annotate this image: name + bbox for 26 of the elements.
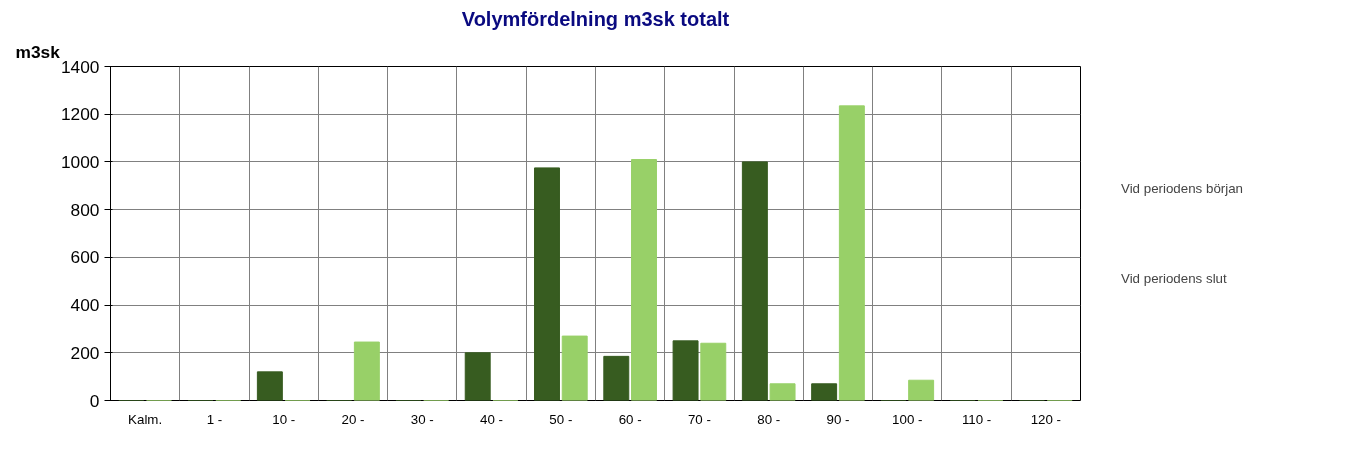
x-tick-label: 110 - — [961, 411, 992, 427]
x-tick-label: 120 - — [1030, 411, 1062, 427]
text: Vid periodens början — [1121, 180, 1244, 196]
chart-title: Volymfördelning m3sk totalt — [461, 7, 730, 30]
y-tick-label: 1200 — [60, 104, 100, 125]
x-tick-label: 60 - — [618, 411, 642, 427]
x-tick-label: 80 - — [757, 411, 781, 427]
y-axis-title: m3sk — [15, 41, 61, 62]
x-tick-label: 50 - — [549, 411, 573, 427]
y-tick-label: 600 — [70, 247, 100, 268]
y-tick-label: 200 — [70, 342, 100, 363]
y-tick-label: 800 — [70, 199, 100, 220]
text: Vid periodens slut — [1121, 270, 1227, 286]
x-tick-label: 70 - — [687, 411, 711, 427]
y-tick-label: 1000 — [60, 151, 100, 172]
x-tick-label: 90 - — [826, 411, 850, 427]
x-tick-label: 10 - — [272, 411, 296, 427]
x-tick-label: 1 - — [206, 411, 223, 427]
y-tick-label: 1400 — [60, 56, 100, 77]
y-tick-label: 400 — [70, 295, 100, 316]
y-tick-label: 0 — [89, 390, 100, 411]
x-tick-label: 20 - — [341, 411, 365, 427]
x-tick-label: Kalm. — [128, 411, 163, 427]
x-tick-label: 100 - — [892, 411, 923, 427]
x-tick-label: 40 - — [480, 411, 504, 427]
x-tick-label: 30 - — [410, 411, 434, 427]
